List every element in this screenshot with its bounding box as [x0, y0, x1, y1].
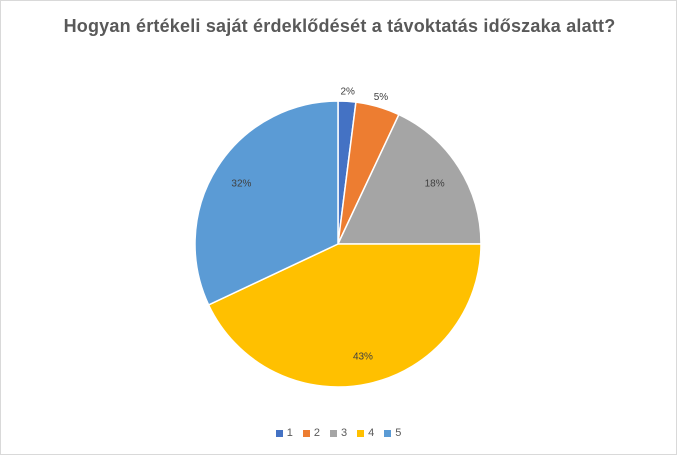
- legend-label-3: 3: [340, 427, 348, 439]
- legend-label-5: 5: [395, 427, 402, 439]
- legend-item-1: 1: [275, 427, 293, 439]
- legend-swatch-3: [329, 429, 337, 437]
- legend-item-2: 2: [302, 427, 320, 439]
- legend-label-2: 2: [313, 427, 320, 439]
- data-label-1: 2%: [340, 86, 355, 97]
- legend-label-4: 4: [368, 427, 375, 439]
- legend-label-1: 1: [286, 427, 293, 439]
- legend: 1 2 3 4 5: [0, 427, 677, 439]
- legend-swatch-5: [384, 429, 392, 437]
- pie-slice-5: [194, 100, 339, 306]
- legend-item-4: 4: [357, 427, 374, 439]
- data-label-3: 18%: [425, 179, 445, 190]
- chart-title: Hogyan értékeli saját érdeklődését a táv…: [63, 16, 616, 36]
- pie-slice-4: [207, 243, 482, 388]
- legend-swatch-1: [275, 429, 283, 437]
- data-label-2: 5%: [374, 92, 389, 103]
- data-label-5: 32%: [231, 179, 251, 190]
- legend-swatch-4: [357, 429, 365, 437]
- legend-item-3: 3: [329, 427, 348, 439]
- data-label-4: 43%: [353, 352, 373, 363]
- pie-slice-3: [336, 113, 482, 245]
- legend-swatch-2: [302, 429, 310, 437]
- legend-item-5: 5: [384, 427, 401, 439]
